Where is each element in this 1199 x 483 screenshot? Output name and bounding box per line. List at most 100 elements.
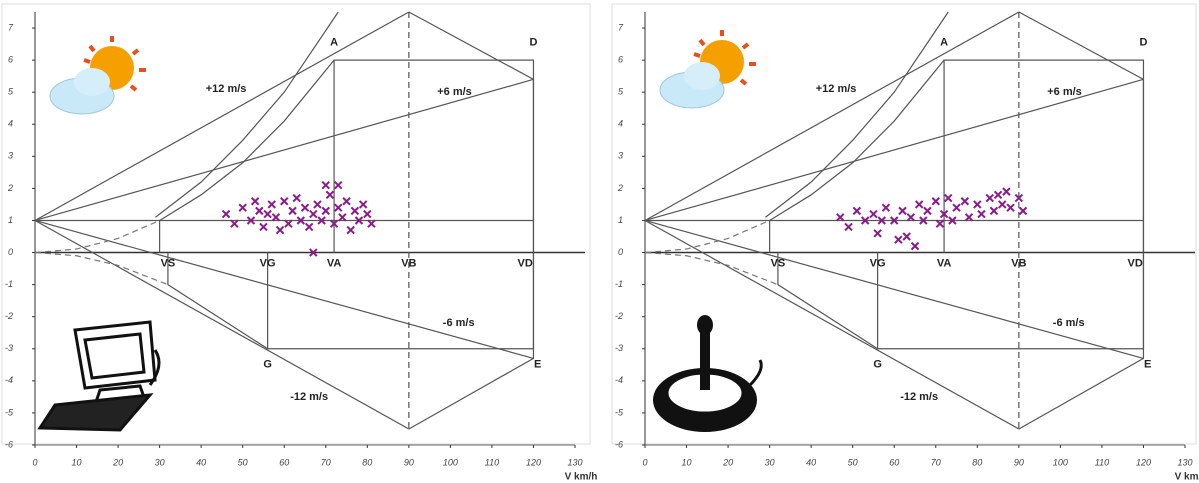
scatter-point: [1003, 188, 1010, 195]
scatter-point: [845, 223, 852, 230]
y-tick-label: 3: [8, 151, 13, 161]
y-tick-label: 7: [8, 22, 14, 32]
x-tick-label: 90: [404, 457, 414, 467]
y-tick-label: -6: [615, 439, 623, 449]
envelope-line: [35, 12, 409, 220]
scatter-point: [899, 207, 906, 214]
annotation: E: [534, 359, 541, 371]
annotation: A: [940, 36, 948, 48]
y-tick-label: -4: [615, 375, 623, 385]
x-tick-label: 130: [567, 457, 582, 467]
y-tick-label: -2: [615, 311, 623, 321]
scatter-point: [339, 214, 346, 221]
y-tick-label: 4: [8, 119, 13, 129]
y-tick-label: 4: [618, 119, 623, 129]
annotation: +12 m/s: [206, 83, 247, 95]
x-tick-label: 30: [155, 457, 165, 467]
x-tick-label: 110: [1095, 457, 1109, 467]
x-tick-label: 10: [72, 457, 82, 467]
joystick-icon: [653, 315, 761, 432]
x-axis-label: V km/h: [565, 472, 598, 483]
y-tick-label: 5: [8, 87, 14, 97]
annotation: VD: [518, 258, 533, 270]
y-tick-label: 0: [8, 247, 13, 257]
scatter-point: [335, 204, 342, 211]
y-tick-label: 0: [618, 247, 623, 257]
scatter-point: [936, 220, 943, 227]
scatter-point: [306, 223, 313, 230]
y-tick-label: 6: [8, 54, 13, 64]
x-tick-label: 60: [279, 457, 289, 467]
annotation: VB: [1011, 258, 1026, 270]
x-tick-label: 120: [1136, 457, 1151, 467]
scatter-point: [310, 211, 317, 218]
envelope-line: [168, 253, 268, 349]
scatter-point: [1007, 204, 1014, 211]
annotation: VS: [771, 258, 786, 270]
scatter-point: [882, 204, 889, 211]
y-tick-label: -3: [5, 343, 13, 353]
envelope-line: [645, 79, 1143, 220]
annotation: G: [263, 359, 272, 371]
scatter-point: [277, 227, 284, 234]
annotation: VD: [1128, 258, 1143, 270]
computer-icon: [40, 322, 159, 430]
scatter-point: [1020, 207, 1027, 214]
x-tick-label: 130: [1177, 457, 1192, 467]
scatter-point: [903, 233, 910, 240]
scatter-point: [966, 214, 973, 221]
scatter-point: [302, 204, 309, 211]
scatter-point: [343, 198, 350, 205]
scatter-point: [326, 191, 333, 198]
x-tick-label: 100: [1053, 457, 1068, 467]
scatter-point: [260, 223, 267, 230]
x-tick-label: 40: [196, 457, 206, 467]
scatter-point: [223, 211, 230, 218]
scatter-point: [268, 201, 275, 208]
envelope-line: [155, 12, 338, 217]
y-tick-label: 1: [8, 215, 13, 225]
x-tick-label: 120: [526, 457, 541, 467]
scatter-point: [281, 198, 288, 205]
annotation: +12 m/s: [816, 83, 857, 95]
y-tick-label: -5: [615, 407, 624, 417]
scatter-point: [995, 191, 1002, 198]
scatter-point: [272, 214, 279, 221]
annotation: D: [529, 36, 537, 48]
y-tick-label: 2: [7, 183, 13, 193]
scatter-point: [912, 243, 919, 250]
annotation: VG: [870, 258, 886, 270]
annotation: E: [1144, 359, 1151, 371]
x-tick-label: 80: [972, 457, 982, 467]
scatter-point: [945, 195, 952, 202]
y-tick-label: 3: [618, 151, 623, 161]
annotation: -12 m/s: [900, 391, 938, 403]
x-tick-label: 0: [642, 457, 647, 467]
annotation: A: [330, 36, 338, 48]
x-tick-label: 60: [889, 457, 899, 467]
y-tick-label: -2: [5, 311, 13, 321]
scatter-point: [252, 198, 259, 205]
scatter-point: [953, 204, 960, 211]
scatter-point: [924, 207, 931, 214]
scatter-point: [364, 211, 371, 218]
x-tick-label: 90: [1014, 457, 1024, 467]
scatter-point: [986, 195, 993, 202]
annotation: VS: [161, 258, 176, 270]
scatter-point: [285, 220, 292, 227]
annotation: VB: [401, 258, 416, 270]
scatter-point: [351, 207, 358, 214]
envelope-line: [160, 60, 334, 220]
y-tick-label: 1: [618, 215, 623, 225]
scatter-point: [837, 214, 844, 221]
scatter-point: [347, 227, 354, 234]
x-tick-label: 100: [443, 457, 458, 467]
annotation: +6 m/s: [437, 86, 472, 98]
scatter-point: [256, 207, 263, 214]
annotation: -12 m/s: [290, 391, 328, 403]
x-tick-label: 0: [32, 457, 37, 467]
y-tick-label: 7: [618, 22, 624, 32]
envelope-line: [765, 12, 948, 217]
annotation: VG: [260, 258, 276, 270]
x-tick-label: 20: [722, 457, 733, 467]
